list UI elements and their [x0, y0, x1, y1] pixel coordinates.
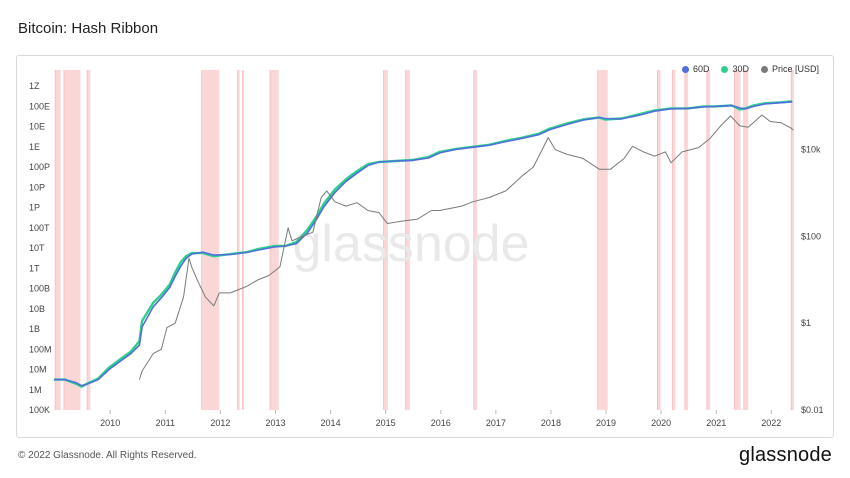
legend-item-price[interactable]: Price [USD] — [760, 64, 819, 74]
x-tick-label-8: 2018 — [541, 418, 561, 428]
capitulation-band-14 — [706, 70, 711, 410]
left-y-tick-7: 1T — [29, 263, 40, 273]
capitulation-band-9 — [473, 70, 478, 410]
left-y-tick-8: 10T — [29, 243, 45, 253]
x-tick-label-11: 2021 — [706, 418, 726, 428]
right-y-tick-2: $100 — [801, 231, 821, 241]
legend-label-60d: 60D — [692, 64, 710, 74]
left-y-tick-15: 100E — [29, 101, 50, 111]
capitulation-band-4 — [237, 70, 240, 410]
capitulation-band-3 — [201, 70, 220, 410]
x-tick-label-4: 2014 — [321, 418, 341, 428]
x-tick-label-9: 2019 — [596, 418, 616, 428]
capitulation-band-15 — [734, 70, 741, 410]
x-tick-label-10: 2020 — [651, 418, 671, 428]
chart-container: glassnode 100K 1M 10M 100M 1B 10B 100B 1T 10T 100… — [16, 55, 834, 438]
legend-dot-price — [760, 65, 768, 73]
left-y-tick-2: 10M — [29, 365, 47, 375]
series-line-s60 — [54, 101, 793, 387]
legend-label-30d: 30D — [732, 64, 749, 74]
x-tick-label-3: 2013 — [265, 418, 285, 428]
x-axis: 2010 2011 2012 2013 2014 2015 2016 2017 2018 2019… — [100, 410, 781, 428]
capitulation-bands — [54, 70, 794, 410]
capitulation-band-17 — [791, 70, 794, 410]
hash-ribbon-chart: glassnode 100K1M10M100M1B10B100B1T10T100… — [29, 70, 824, 428]
left-y-axis: 100K 1M 10M 100M 1B 10B 100B 1T 10T 100T 1P 10P 100P… — [29, 81, 52, 415]
left-y-tick-10: 1P — [29, 203, 40, 213]
left-y-tick-1: 1M — [29, 385, 42, 395]
left-y-tick-0: 100K — [29, 405, 50, 415]
capitulation-band-12 — [672, 70, 676, 410]
left-y-tick-16: 1Z — [29, 81, 40, 91]
capitulation-band-16 — [743, 70, 749, 410]
left-y-tick-12: 100P — [29, 162, 50, 172]
x-tick-label-0: 2010 — [100, 418, 120, 428]
x-tick-label-7: 2017 — [486, 418, 506, 428]
watermark-text: glassnode — [292, 215, 529, 273]
x-tick-label-12: 2022 — [761, 418, 781, 428]
capitulation-band-7 — [383, 70, 388, 410]
left-y-tick-4: 1B — [29, 324, 40, 334]
legend-dot-30d — [721, 65, 729, 73]
x-tick-label-5: 2015 — [376, 418, 396, 428]
left-y-tick-13: 1E — [29, 142, 40, 152]
left-y-tick-5: 10B — [29, 304, 45, 314]
series-lines — [54, 100, 794, 388]
series-line-price — [138, 114, 794, 380]
copyright-footer: © 2022 Glassnode. All Rights Reserved. — [18, 450, 197, 461]
legend-item-30d[interactable]: 30D — [721, 64, 749, 74]
left-y-tick-6: 100B — [29, 284, 50, 294]
left-y-tick-3: 100M — [29, 344, 52, 354]
x-tick-label-1: 2011 — [156, 418, 175, 428]
glassnode-logo-text[interactable]: glassnode — [739, 444, 832, 466]
x-tick-label-2: 2012 — [210, 418, 230, 428]
chart-title: Bitcoin: Hash Ribbon — [18, 20, 159, 37]
legend: 60D 30D Price [USD] — [681, 64, 819, 74]
capitulation-band-0 — [55, 70, 61, 410]
capitulation-band-13 — [684, 70, 689, 410]
left-y-tick-11: 10P — [29, 182, 45, 192]
right-y-tick-0: $0.01 — [801, 405, 824, 415]
capitulation-band-8 — [405, 70, 410, 410]
legend-item-60d[interactable]: 60D — [681, 64, 710, 74]
capitulation-band-2 — [87, 70, 91, 410]
capitulation-band-1 — [63, 70, 81, 410]
x-tick-label-6: 2016 — [431, 418, 451, 428]
capitulation-band-11 — [657, 70, 661, 410]
capitulation-band-6 — [269, 70, 279, 410]
left-y-tick-14: 10E — [29, 122, 45, 132]
right-y-axis: $0.01 $1 $100 $10k — [801, 145, 824, 415]
capitulation-band-5 — [242, 70, 245, 410]
legend-dot-60d — [681, 65, 689, 73]
right-y-tick-1: $1 — [801, 318, 811, 328]
right-y-tick-3: $10k — [801, 145, 821, 155]
capitulation-band-10 — [597, 70, 608, 410]
legend-label-price: Price [USD] — [771, 64, 819, 74]
left-y-tick-9: 100T — [29, 223, 50, 233]
